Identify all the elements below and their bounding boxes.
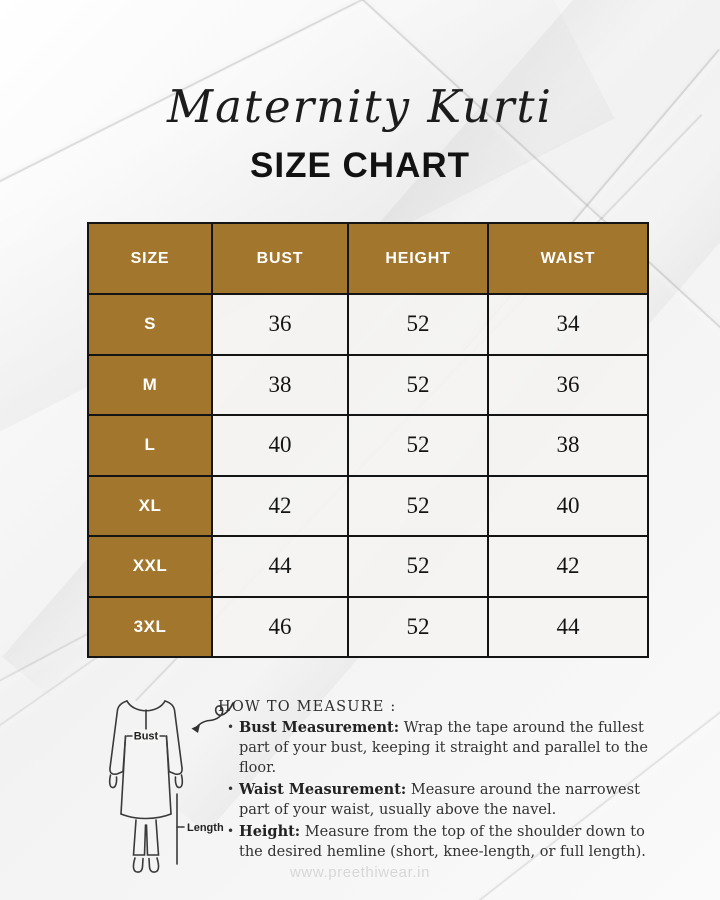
bullet-text: Wrap the tape around the fullest part of… <box>239 720 649 776</box>
size-cell: 3XL <box>87 595 213 658</box>
bullet-label: Height: <box>239 823 301 840</box>
size-chart-table: SIZE BUST HEIGHT WAIST S 36 52 34 M 38 5… <box>87 222 649 658</box>
height-cell: 52 <box>347 535 489 598</box>
size-cell: S <box>87 293 213 356</box>
height-cell: 52 <box>347 293 489 356</box>
waist-cell: 42 <box>487 535 649 598</box>
bullet-label: Waist Measurement: <box>239 781 407 798</box>
size-cell: XL <box>87 474 213 537</box>
waist-cell: 34 <box>487 293 649 356</box>
bust-cell: 38 <box>211 353 349 416</box>
waist-cell: 44 <box>487 595 649 658</box>
table-row: XL 42 52 40 <box>87 474 649 537</box>
bullet-text: Measure from the top of the shoulder dow… <box>239 824 646 860</box>
bullet-text: Measure around the narrowest part of you… <box>239 782 640 818</box>
table-row: XXL 44 52 42 <box>87 535 649 598</box>
how-to-measure-section: HOW TO MEASURE : Bust Measurement: Wrap … <box>218 699 664 864</box>
bust-cell: 42 <box>211 474 349 537</box>
column-header-waist: WAIST <box>487 222 649 295</box>
kurti-figure-illustration: Bust Length <box>108 700 224 873</box>
height-cell: 52 <box>347 474 489 537</box>
website-watermark: www.preethiwear.in <box>289 864 431 881</box>
measure-bullet-height: Height: Measure from the top of the shou… <box>227 822 664 862</box>
page-title: SIZE CHART <box>250 146 470 185</box>
bust-cell: 40 <box>211 414 349 477</box>
size-cell: L <box>87 414 213 477</box>
table-row: S 36 52 34 <box>87 293 649 356</box>
how-to-measure-heading: HOW TO MEASURE : <box>218 699 397 715</box>
column-header-bust: BUST <box>211 222 349 295</box>
table-header-row: SIZE BUST HEIGHT WAIST <box>87 222 649 295</box>
height-cell: 52 <box>347 595 489 658</box>
curly-arrow-icon <box>191 702 234 733</box>
waist-cell: 38 <box>487 414 649 477</box>
bust-cell: 36 <box>211 293 349 356</box>
height-cell: 52 <box>347 353 489 416</box>
column-header-height: HEIGHT <box>347 222 489 295</box>
measure-instructions-list: Bust Measurement: Wrap the tape around t… <box>218 718 664 862</box>
product-title: Maternity Kurti <box>167 80 553 133</box>
measure-bullet-waist: Waist Measurement: Measure around the na… <box>227 780 664 820</box>
table-row: 3XL 46 52 44 <box>87 595 649 658</box>
length-measure-label: Length <box>187 822 224 834</box>
height-cell: 52 <box>347 414 489 477</box>
bust-cell: 44 <box>211 535 349 598</box>
bust-measure-label: Bust <box>134 731 159 743</box>
bust-label-backing <box>132 729 160 743</box>
size-cell: M <box>87 353 213 416</box>
measure-bullet-bust: Bust Measurement: Wrap the tape around t… <box>227 718 664 778</box>
size-cell: XXL <box>87 535 213 598</box>
waist-cell: 36 <box>487 353 649 416</box>
table-row: L 40 52 38 <box>87 414 649 477</box>
column-header-size: SIZE <box>87 222 213 295</box>
bust-cell: 46 <box>211 595 349 658</box>
waist-cell: 40 <box>487 474 649 537</box>
table-row: M 38 52 36 <box>87 353 649 416</box>
bullet-label: Bust Measurement: <box>239 719 400 736</box>
